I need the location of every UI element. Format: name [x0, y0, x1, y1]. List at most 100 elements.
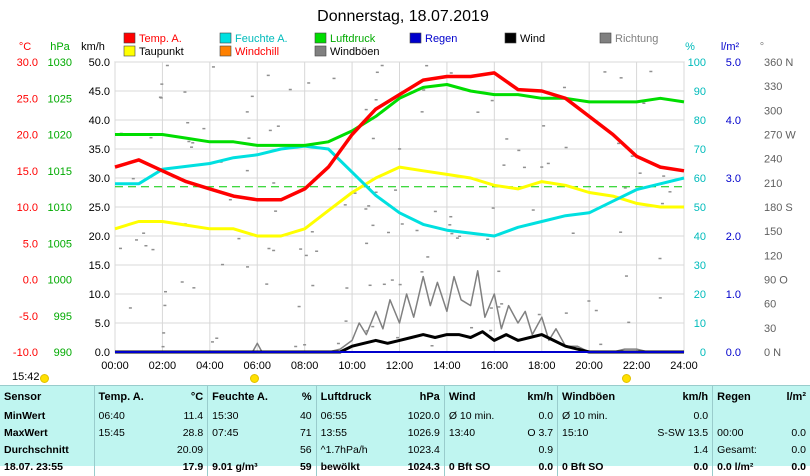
direction-mark	[662, 175, 666, 177]
tick-label-temp: 20.0	[17, 130, 38, 142]
tick-label-wind: 20.0	[89, 231, 110, 243]
cell: 15:30	[207, 408, 291, 425]
tick-label-pressure: 1020	[48, 130, 72, 142]
hdr-temp: Temp. A.	[93, 386, 164, 408]
cell: 11.4	[183, 410, 204, 422]
hdr-sensor: Sensor	[4, 390, 42, 403]
tick-label-pressure: 1010	[48, 202, 72, 214]
direction-mark	[658, 297, 662, 299]
direction-mark	[623, 187, 627, 189]
direction-mark	[420, 111, 424, 113]
direction-mark	[288, 88, 292, 91]
direction-mark	[382, 283, 386, 286]
direction-mark	[476, 111, 480, 113]
tick-label-pressure: 1000	[48, 275, 72, 287]
legend-label: Feuchte A.	[235, 33, 288, 45]
direction-mark	[630, 155, 634, 157]
tick-label-direction: 90 O	[764, 275, 788, 287]
tick-label-x: 00:00	[101, 360, 129, 372]
tick-label-direction: 0 N	[764, 347, 781, 359]
legend-swatch	[599, 32, 612, 44]
direction-mark	[422, 89, 426, 91]
tick-label-rain: 1.0	[726, 289, 741, 301]
tick-label-wind: 35.0	[89, 144, 110, 156]
direction-mark	[221, 263, 225, 266]
direction-mark	[131, 177, 135, 180]
tick-label-humidity: 100	[688, 57, 706, 69]
direction-mark	[297, 305, 301, 308]
direction-mark	[332, 77, 336, 80]
direction-mark	[564, 312, 568, 314]
current-time: 15:42	[12, 371, 40, 383]
direction-mark	[374, 99, 378, 101]
direction-mark	[246, 266, 250, 268]
tick-label-humidity: 0	[700, 347, 706, 359]
tick-label-humidity: 90	[694, 86, 706, 98]
cell: 1020.0	[407, 410, 440, 422]
direction-mark	[562, 86, 566, 89]
direction-mark	[542, 125, 546, 127]
legend-swatch	[219, 45, 232, 57]
cell: 20.09	[176, 444, 204, 456]
tick-label-x: 20:00	[575, 360, 603, 372]
direction-mark	[315, 250, 319, 252]
hdr-wind-unit: km/h	[527, 390, 554, 403]
direction-mark	[531, 209, 535, 211]
hdr-pressure: Luftdruck	[315, 386, 393, 408]
axis-unit-direction: °	[760, 41, 764, 53]
direction-mark	[187, 140, 191, 143]
direction-mark	[151, 248, 155, 251]
direction-mark	[450, 232, 454, 235]
tick-label-rain: 4.0	[726, 115, 741, 127]
direction-mark	[546, 162, 550, 165]
direction-mark	[211, 66, 215, 68]
tick-label-rain: 2.0	[726, 231, 741, 243]
tick-label-temp: 25.0	[17, 93, 38, 105]
direction-mark	[638, 172, 642, 174]
row-label: Durchschnitt	[4, 444, 69, 456]
direction-mark	[365, 242, 369, 245]
direction-mark	[311, 284, 315, 287]
direction-mark	[489, 329, 493, 332]
direction-mark	[343, 204, 347, 206]
sunset-icon	[622, 374, 631, 383]
cell: Gesamt:	[712, 442, 775, 459]
cell: 0.0	[538, 410, 554, 422]
direction-mark	[128, 307, 132, 309]
direction-mark	[517, 149, 521, 152]
direction-mark	[294, 345, 298, 348]
direction-mark	[497, 306, 501, 308]
direction-mark	[540, 166, 544, 168]
direction-mark	[307, 82, 311, 84]
legend-label: Windchill	[235, 46, 279, 58]
tick-label-x: 18:00	[528, 360, 556, 372]
cell: bewölkt	[315, 459, 393, 476]
row-label: MinWert	[4, 410, 46, 422]
cell	[775, 408, 810, 425]
direction-mark	[390, 279, 394, 281]
cell	[207, 442, 291, 459]
cell: 9.01 g/m³	[207, 459, 291, 476]
legend-swatch	[219, 32, 232, 44]
direction-mark	[400, 223, 404, 225]
cell: Ø 10 min.	[443, 408, 514, 425]
chart-title: Donnerstag, 18.07.2019	[317, 8, 489, 25]
tick-label-direction: 210	[764, 178, 782, 190]
direction-mark	[660, 202, 664, 205]
direction-mark	[202, 127, 206, 130]
tick-label-direction: 120	[764, 250, 782, 262]
direction-mark	[449, 215, 453, 218]
direction-mark	[449, 72, 453, 74]
legend-swatch	[504, 32, 517, 44]
grid-lines	[114, 61, 685, 353]
axis-unit-pressure: hPa	[50, 41, 70, 53]
cell: 0.0	[791, 427, 806, 439]
direction-mark	[274, 210, 278, 212]
tick-label-direction: 30	[764, 323, 776, 335]
tick-label-direction: 300	[764, 105, 782, 117]
legend-swatch	[314, 32, 327, 44]
tick-label-x: 04:00	[196, 360, 224, 372]
direction-mark	[470, 326, 474, 329]
direction-mark	[245, 169, 249, 172]
direction-mark	[247, 137, 251, 139]
